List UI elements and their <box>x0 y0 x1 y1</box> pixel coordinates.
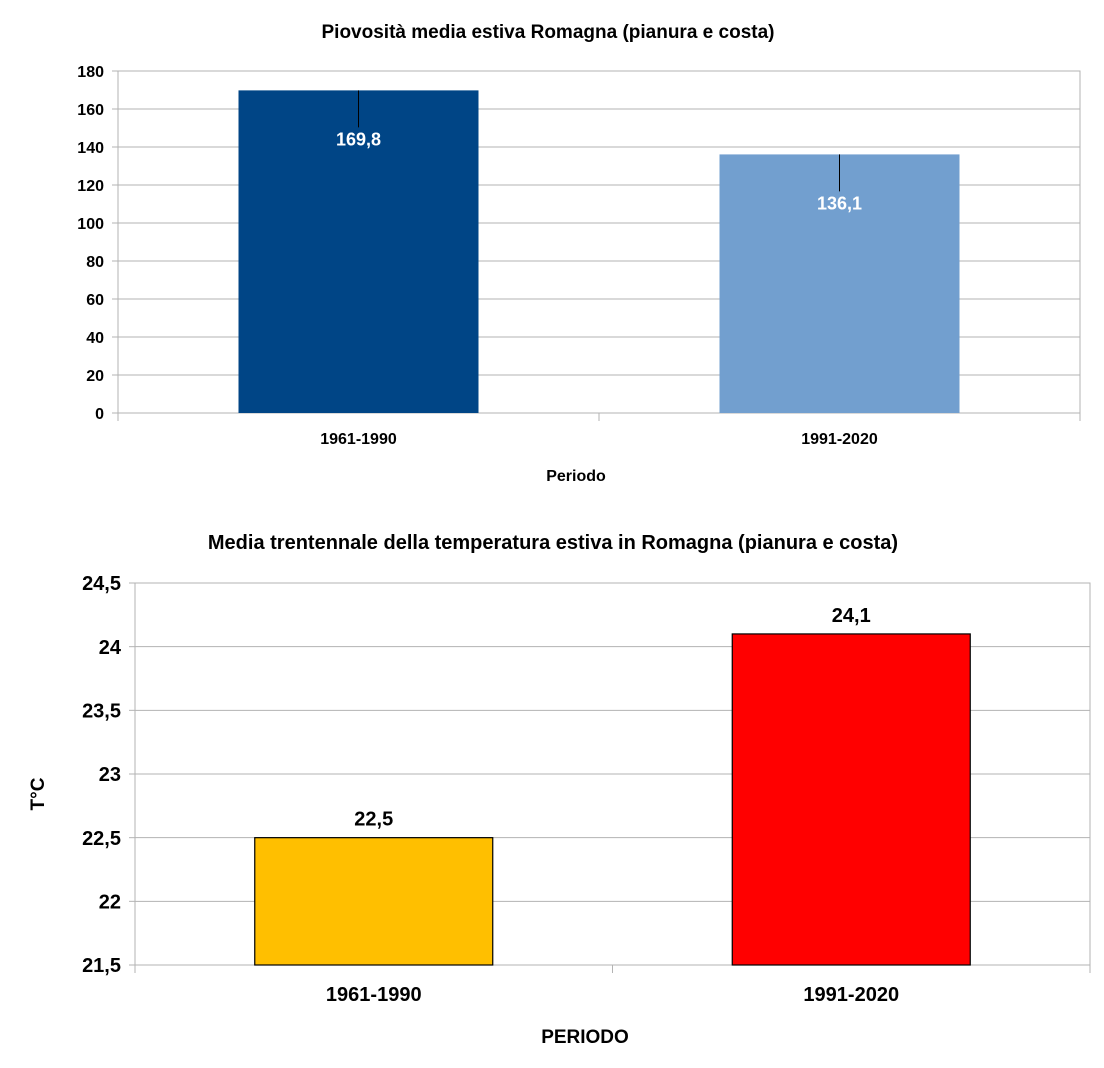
rainfall-x-axis-title: Periodo <box>546 468 606 485</box>
rainfall-y-tick-label: 120 <box>77 178 104 195</box>
rainfall-data-label: 136,1 <box>817 193 862 213</box>
rainfall-y-tick-label: 80 <box>86 254 104 271</box>
rainfall-y-tick-label: 100 <box>77 216 104 233</box>
temperature-chart-title: Media trentennale della temperatura esti… <box>208 532 898 554</box>
temperature-bar-1991-2020 <box>731 633 971 966</box>
temperature-y-tick-label: 21,5 <box>82 955 121 977</box>
temperature-bar-1961-1990 <box>254 837 494 966</box>
temperature-x-tick-labels: 1961-1990 1991-2020 <box>326 984 899 1006</box>
temperature-y-tick-label: 24,5 <box>82 573 121 595</box>
rainfall-y-tick-label: 140 <box>77 140 104 157</box>
temperature-data-label: 24,1 <box>832 605 871 627</box>
temperature-x-axis-title: PERIODO <box>541 1027 629 1048</box>
rainfall-data-label: 169,8 <box>336 129 381 149</box>
rainfall-y-tick-label: 180 <box>77 64 104 81</box>
rainfall-y-tick-label: 60 <box>86 292 104 309</box>
rainfall-y-tick-label: 40 <box>86 330 104 347</box>
rainfall-chart: Piovosità media estiva Romagna (pianura … <box>77 22 1081 485</box>
temperature-chart: Media trentennale della temperatura esti… <box>28 532 1091 1048</box>
temperature-bars <box>254 633 971 966</box>
rainfall-y-tick-label: 0 <box>95 406 104 423</box>
rainfall-bar-1961-1990 <box>238 90 479 413</box>
temperature-y-axis-title: T°C <box>28 777 49 810</box>
rainfall-y-tick-label: 160 <box>77 102 104 119</box>
rainfall-y-tick-label: 20 <box>86 368 104 385</box>
rainfall-x-tick-label: 1991-2020 <box>801 431 878 448</box>
temperature-y-tick-labels: 21,5 22 22,5 23 23,5 24 24,5 <box>82 573 122 977</box>
temperature-y-tick-label: 22,5 <box>82 828 121 850</box>
temperature-y-tick-label: 22 <box>99 892 121 914</box>
rainfall-bars <box>238 90 960 413</box>
rainfall-chart-title: Piovosità media estiva Romagna (pianura … <box>322 22 775 43</box>
rainfall-bar-1991-2020 <box>719 154 960 413</box>
temperature-y-tick-label: 24 <box>99 637 122 659</box>
rainfall-y-tick-labels: 0 20 40 60 80 100 120 140 160 180 <box>77 64 104 423</box>
rainfall-x-tick-labels: 1961-1990 1991-2020 <box>320 431 878 448</box>
temperature-data-label: 22,5 <box>354 809 393 831</box>
rainfall-x-tick-label: 1961-1990 <box>320 431 397 448</box>
temperature-y-tick-label: 23,5 <box>82 701 121 723</box>
temperature-data-labels: 22,5 24,1 <box>354 605 870 831</box>
rainfall-data-labels: 169,8 136,1 <box>336 90 862 213</box>
temperature-x-tick-label: 1961-1990 <box>326 984 422 1006</box>
temperature-x-tick-label: 1991-2020 <box>803 984 899 1006</box>
temperature-y-tick-label: 23 <box>99 764 121 786</box>
